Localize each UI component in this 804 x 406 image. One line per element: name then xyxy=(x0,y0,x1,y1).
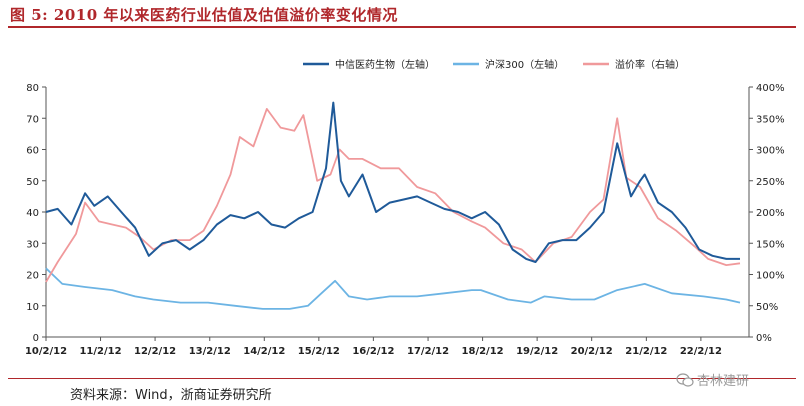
right-tick-label: 0% xyxy=(756,333,772,344)
left-tick-label: 80 xyxy=(26,83,39,94)
left-tick-label: 10 xyxy=(26,302,39,313)
wechat-icon xyxy=(676,373,694,387)
x-tick-label: 12/2/12 xyxy=(134,346,176,357)
watermark-text: 杏林建研 xyxy=(697,370,749,389)
right-tick-label: 250% xyxy=(756,177,785,188)
right-tick-label: 400% xyxy=(756,83,785,94)
series-line-1 xyxy=(46,103,740,262)
series-line-3 xyxy=(46,109,740,282)
right-tick-label: 350% xyxy=(756,114,785,125)
x-tick-label: 11/2/12 xyxy=(79,346,121,357)
left-tick-label: 70 xyxy=(26,114,39,125)
x-tick-label: 13/2/12 xyxy=(189,346,231,357)
right-tick-label: 50% xyxy=(756,302,778,313)
x-tick-label: 15/2/12 xyxy=(298,346,340,357)
left-tick-label: 50 xyxy=(26,177,39,188)
left-tick-label: 30 xyxy=(26,239,39,250)
left-tick-label: 40 xyxy=(26,208,39,219)
left-tick-label: 0 xyxy=(33,333,39,344)
x-tick-label: 17/2/12 xyxy=(407,346,449,357)
legend-label: 沪深300（左轴） xyxy=(485,58,564,71)
right-tick-label: 100% xyxy=(756,271,785,282)
x-tick-label: 14/2/12 xyxy=(243,346,285,357)
x-tick-label: 19/2/12 xyxy=(516,346,558,357)
watermark: 杏林建研 xyxy=(676,370,749,389)
x-tick-label: 16/2/12 xyxy=(352,346,394,357)
left-tick-label: 60 xyxy=(26,146,39,157)
right-tick-label: 150% xyxy=(756,239,785,250)
x-tick-label: 21/2/12 xyxy=(625,346,667,357)
series-line-2 xyxy=(46,268,740,309)
right-tick-label: 300% xyxy=(756,146,785,157)
x-tick-label: 18/2/12 xyxy=(462,346,504,357)
legend-label: 中信医药生物（左轴） xyxy=(335,58,435,71)
x-tick-label: 22/2/12 xyxy=(680,346,722,357)
source-note: 资料来源：Wind，浙商证券研究所 xyxy=(70,384,272,403)
left-tick-label: 20 xyxy=(26,271,39,282)
legend-label: 溢价率（右轴） xyxy=(615,58,685,71)
x-tick-label: 10/2/12 xyxy=(25,346,67,357)
x-tick-label: 20/2/12 xyxy=(571,346,613,357)
right-tick-label: 200% xyxy=(756,208,785,219)
